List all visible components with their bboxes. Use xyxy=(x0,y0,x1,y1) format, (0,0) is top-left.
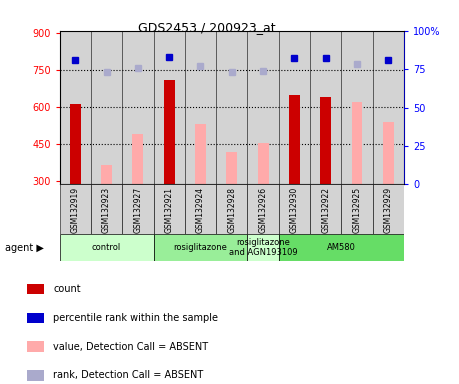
Bar xyxy=(257,142,269,184)
Bar xyxy=(226,152,237,184)
Bar xyxy=(279,234,404,261)
Text: GSM132923: GSM132923 xyxy=(102,187,111,233)
Bar xyxy=(122,31,154,184)
Bar xyxy=(185,31,216,184)
Bar xyxy=(279,184,310,234)
Text: GSM132928: GSM132928 xyxy=(227,187,236,233)
Bar xyxy=(27,341,45,352)
Text: GSM132919: GSM132919 xyxy=(71,187,80,233)
Bar xyxy=(310,31,341,184)
Text: rank, Detection Call = ABSENT: rank, Detection Call = ABSENT xyxy=(53,370,203,381)
Bar xyxy=(154,234,247,261)
Bar xyxy=(247,31,279,184)
Text: GSM132926: GSM132926 xyxy=(258,187,268,233)
Text: percentile rank within the sample: percentile rank within the sample xyxy=(53,313,218,323)
Bar xyxy=(60,31,91,184)
Bar xyxy=(185,184,216,234)
Bar xyxy=(352,102,363,184)
Text: agent ▶: agent ▶ xyxy=(5,243,44,253)
Bar xyxy=(216,31,247,184)
Bar xyxy=(27,370,45,381)
Bar xyxy=(154,31,185,184)
Text: GSM132927: GSM132927 xyxy=(134,187,142,233)
Text: GSM132924: GSM132924 xyxy=(196,187,205,233)
Bar xyxy=(310,184,341,234)
Bar xyxy=(289,94,300,184)
Bar xyxy=(279,31,310,184)
Bar xyxy=(91,31,122,184)
Bar xyxy=(164,80,175,184)
Bar xyxy=(383,122,394,184)
Text: GSM132930: GSM132930 xyxy=(290,187,299,233)
Bar xyxy=(70,104,81,184)
Text: AM580: AM580 xyxy=(327,243,356,252)
Text: rosiglitazone
and AGN193109: rosiglitazone and AGN193109 xyxy=(229,238,297,257)
Text: value, Detection Call = ABSENT: value, Detection Call = ABSENT xyxy=(53,341,208,352)
Bar xyxy=(101,165,112,184)
Text: rosiglitazone: rosiglitazone xyxy=(174,243,228,252)
Text: count: count xyxy=(53,284,81,294)
Bar xyxy=(195,124,206,184)
Bar xyxy=(27,284,45,294)
Text: GDS2453 / 200923_at: GDS2453 / 200923_at xyxy=(138,21,275,34)
Bar xyxy=(373,184,404,234)
Bar xyxy=(247,184,279,234)
Bar xyxy=(216,184,247,234)
Bar xyxy=(91,184,122,234)
Bar xyxy=(320,97,331,184)
Bar xyxy=(373,31,404,184)
Bar xyxy=(247,234,279,261)
Text: GSM132922: GSM132922 xyxy=(321,187,330,233)
Bar xyxy=(133,134,143,184)
Bar xyxy=(60,184,91,234)
Bar xyxy=(122,184,154,234)
Bar xyxy=(154,184,185,234)
Bar xyxy=(27,313,45,323)
Bar xyxy=(60,234,154,261)
Text: GSM132921: GSM132921 xyxy=(165,187,174,233)
Text: GSM132925: GSM132925 xyxy=(353,187,362,233)
Text: GSM132929: GSM132929 xyxy=(384,187,393,233)
Bar xyxy=(341,31,373,184)
Text: control: control xyxy=(92,243,121,252)
Bar xyxy=(341,184,373,234)
